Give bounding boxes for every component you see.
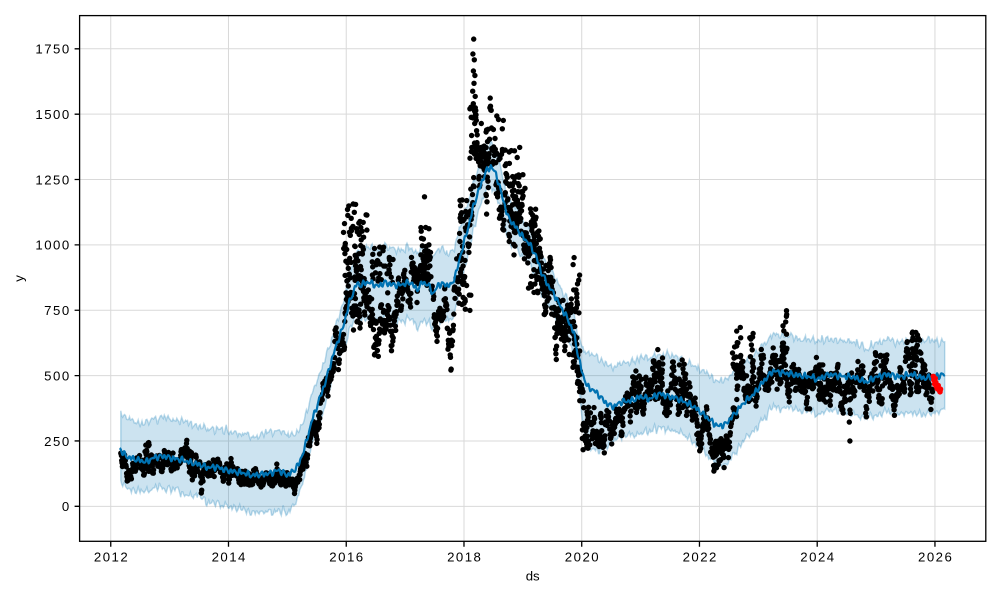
svg-text:2026: 2026 [918, 549, 952, 564]
svg-text:2022: 2022 [683, 549, 717, 564]
svg-text:1500: 1500 [35, 107, 69, 122]
svg-text:2016: 2016 [329, 549, 363, 564]
svg-text:2024: 2024 [800, 549, 834, 564]
svg-text:1000: 1000 [35, 238, 69, 253]
svg-text:y: y [11, 275, 26, 282]
svg-text:2020: 2020 [565, 549, 599, 564]
svg-text:500: 500 [44, 368, 69, 383]
svg-text:250: 250 [44, 434, 69, 449]
svg-text:2012: 2012 [94, 549, 128, 564]
svg-text:2014: 2014 [212, 549, 246, 564]
svg-text:1750: 1750 [35, 42, 69, 57]
svg-text:2018: 2018 [447, 549, 481, 564]
svg-text:ds: ds [526, 569, 540, 584]
svg-text:0: 0 [62, 499, 69, 514]
svg-text:1250: 1250 [35, 172, 69, 187]
svg-text:750: 750 [44, 303, 69, 318]
